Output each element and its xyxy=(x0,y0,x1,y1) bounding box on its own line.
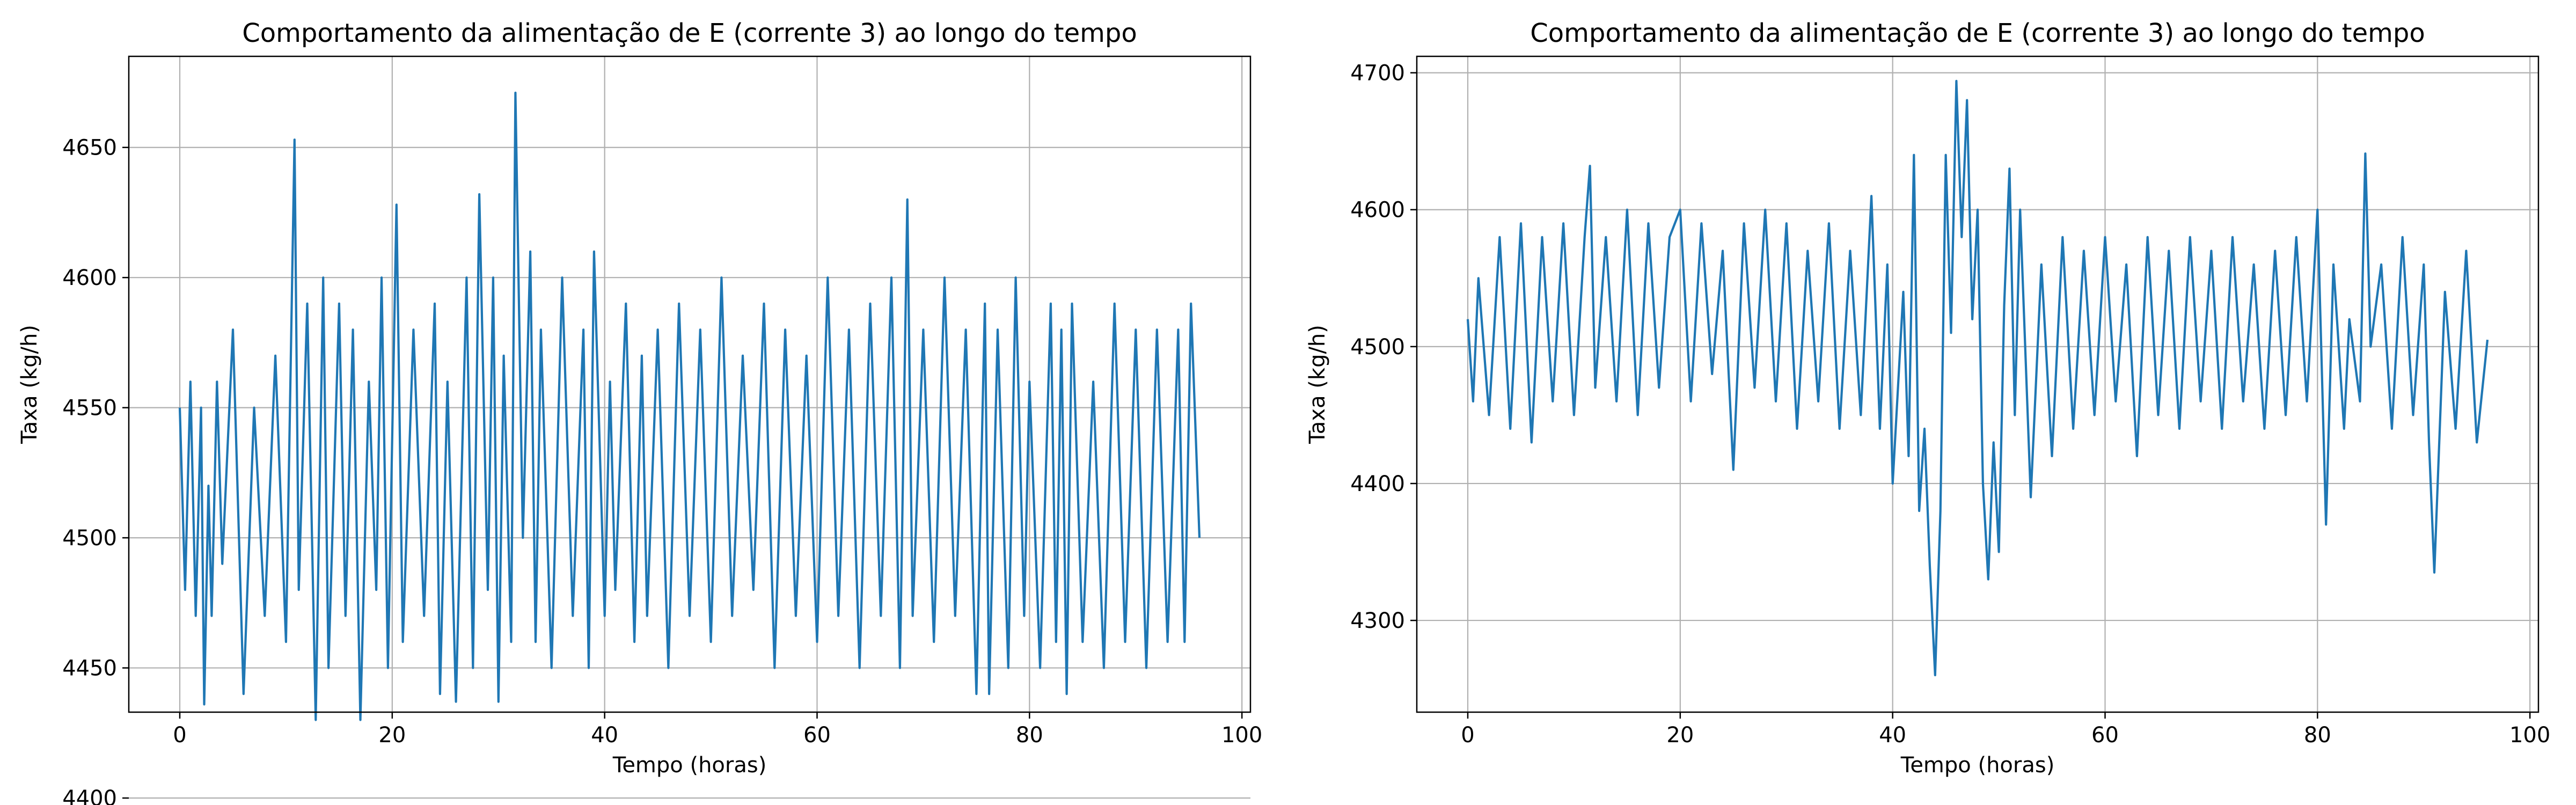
x-tick-label: 20 xyxy=(378,723,406,748)
x-axis-label: Tempo (horas) xyxy=(612,753,767,778)
y-axis-ticks: 4300 4400 4500 4600 4700 xyxy=(1350,61,1417,633)
y-tick-label: 4500 xyxy=(1350,335,1405,360)
y-tick-label: 4700 xyxy=(1350,61,1405,86)
series-line xyxy=(1466,79,2489,677)
y-tick-label: 4600 xyxy=(1350,198,1405,223)
y-tick-label: 4450 xyxy=(62,656,117,681)
x-axis-ticks: 0 20 40 60 80 100 xyxy=(1461,712,2550,748)
grid-lines xyxy=(1417,56,2538,712)
x-tick-label: 0 xyxy=(1461,723,1474,748)
y-tick-label: 4550 xyxy=(62,396,117,421)
y-axis-label: Taxa (kg/h) xyxy=(1305,325,1330,444)
x-tick-label: 100 xyxy=(1221,723,1262,748)
x-axis-ticks: 0 20 40 60 80 100 xyxy=(173,712,1262,748)
x-tick-label: 60 xyxy=(803,723,831,748)
y-tick-label: 4400 xyxy=(1350,472,1405,496)
x-axis-label: Tempo (horas) xyxy=(1900,753,2055,778)
x-tick-label: 80 xyxy=(2304,723,2331,748)
x-tick-label: 100 xyxy=(2509,723,2550,748)
axes-frame xyxy=(128,55,1252,713)
x-tick-label: 20 xyxy=(1666,723,1694,748)
y-tick-label: 4500 xyxy=(62,526,117,551)
axes-frame xyxy=(1416,55,2540,713)
x-tick-label: 60 xyxy=(2091,723,2119,748)
y-tick-label: 4400 xyxy=(62,786,117,805)
x-tick-label: 80 xyxy=(1016,723,1043,748)
y-tick-label: 4300 xyxy=(1350,609,1405,633)
chart-panel-right: 0 20 40 60 80 100 4300 4400 4500 4600 4700 Compor… xyxy=(1305,18,2550,778)
y-tick-label: 4600 xyxy=(62,266,117,290)
x-tick-label: 0 xyxy=(173,723,186,748)
chart-panel-left: 0 20 40 60 80 100 4400 4450 4500 4550 4600 4650 Co… xyxy=(17,18,1262,805)
y-axis-ticks: 4400 4450 4500 4550 4600 4650 xyxy=(62,136,129,805)
x-tick-label: 40 xyxy=(1879,723,1906,748)
series-line xyxy=(178,91,1201,721)
x-tick-label: 40 xyxy=(591,723,618,748)
chart-title: Comportamento da alimentação de E (corre… xyxy=(1530,18,2425,48)
chart-title: Comportamento da alimentação de E (corre… xyxy=(242,18,1137,48)
y-axis-label: Taxa (kg/h) xyxy=(17,325,42,444)
y-tick-label: 4650 xyxy=(62,136,117,160)
